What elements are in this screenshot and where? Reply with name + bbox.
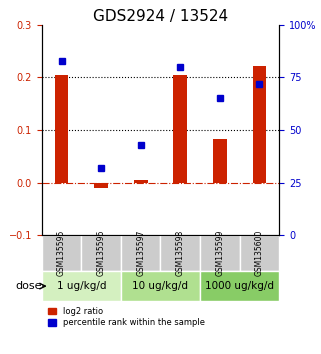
FancyBboxPatch shape (200, 235, 240, 271)
Text: GSM135600: GSM135600 (255, 230, 264, 276)
Title: GDS2924 / 13524: GDS2924 / 13524 (93, 8, 228, 24)
Text: 10 ug/kg/d: 10 ug/kg/d (133, 281, 188, 291)
FancyBboxPatch shape (42, 235, 81, 271)
Bar (173, 75, 187, 183)
Bar (94, 183, 108, 188)
Bar (213, 139, 227, 183)
FancyBboxPatch shape (200, 271, 279, 301)
Text: GSM135597: GSM135597 (136, 230, 145, 276)
Text: 1000 ug/kg/d: 1000 ug/kg/d (205, 281, 274, 291)
FancyBboxPatch shape (121, 271, 200, 301)
FancyBboxPatch shape (160, 235, 200, 271)
Text: GSM135599: GSM135599 (215, 230, 224, 276)
FancyBboxPatch shape (81, 235, 121, 271)
Bar (253, 66, 266, 183)
FancyBboxPatch shape (240, 235, 279, 271)
Text: GSM135595: GSM135595 (57, 230, 66, 276)
Bar (55, 75, 68, 183)
Text: GSM135598: GSM135598 (176, 230, 185, 276)
Text: dose: dose (15, 281, 42, 291)
Text: GSM135596: GSM135596 (97, 230, 106, 276)
FancyBboxPatch shape (42, 271, 121, 301)
Legend: log2 ratio, percentile rank within the sample: log2 ratio, percentile rank within the s… (46, 305, 206, 329)
Text: 1 ug/kg/d: 1 ug/kg/d (56, 281, 106, 291)
FancyBboxPatch shape (121, 235, 160, 271)
Bar (134, 180, 148, 183)
